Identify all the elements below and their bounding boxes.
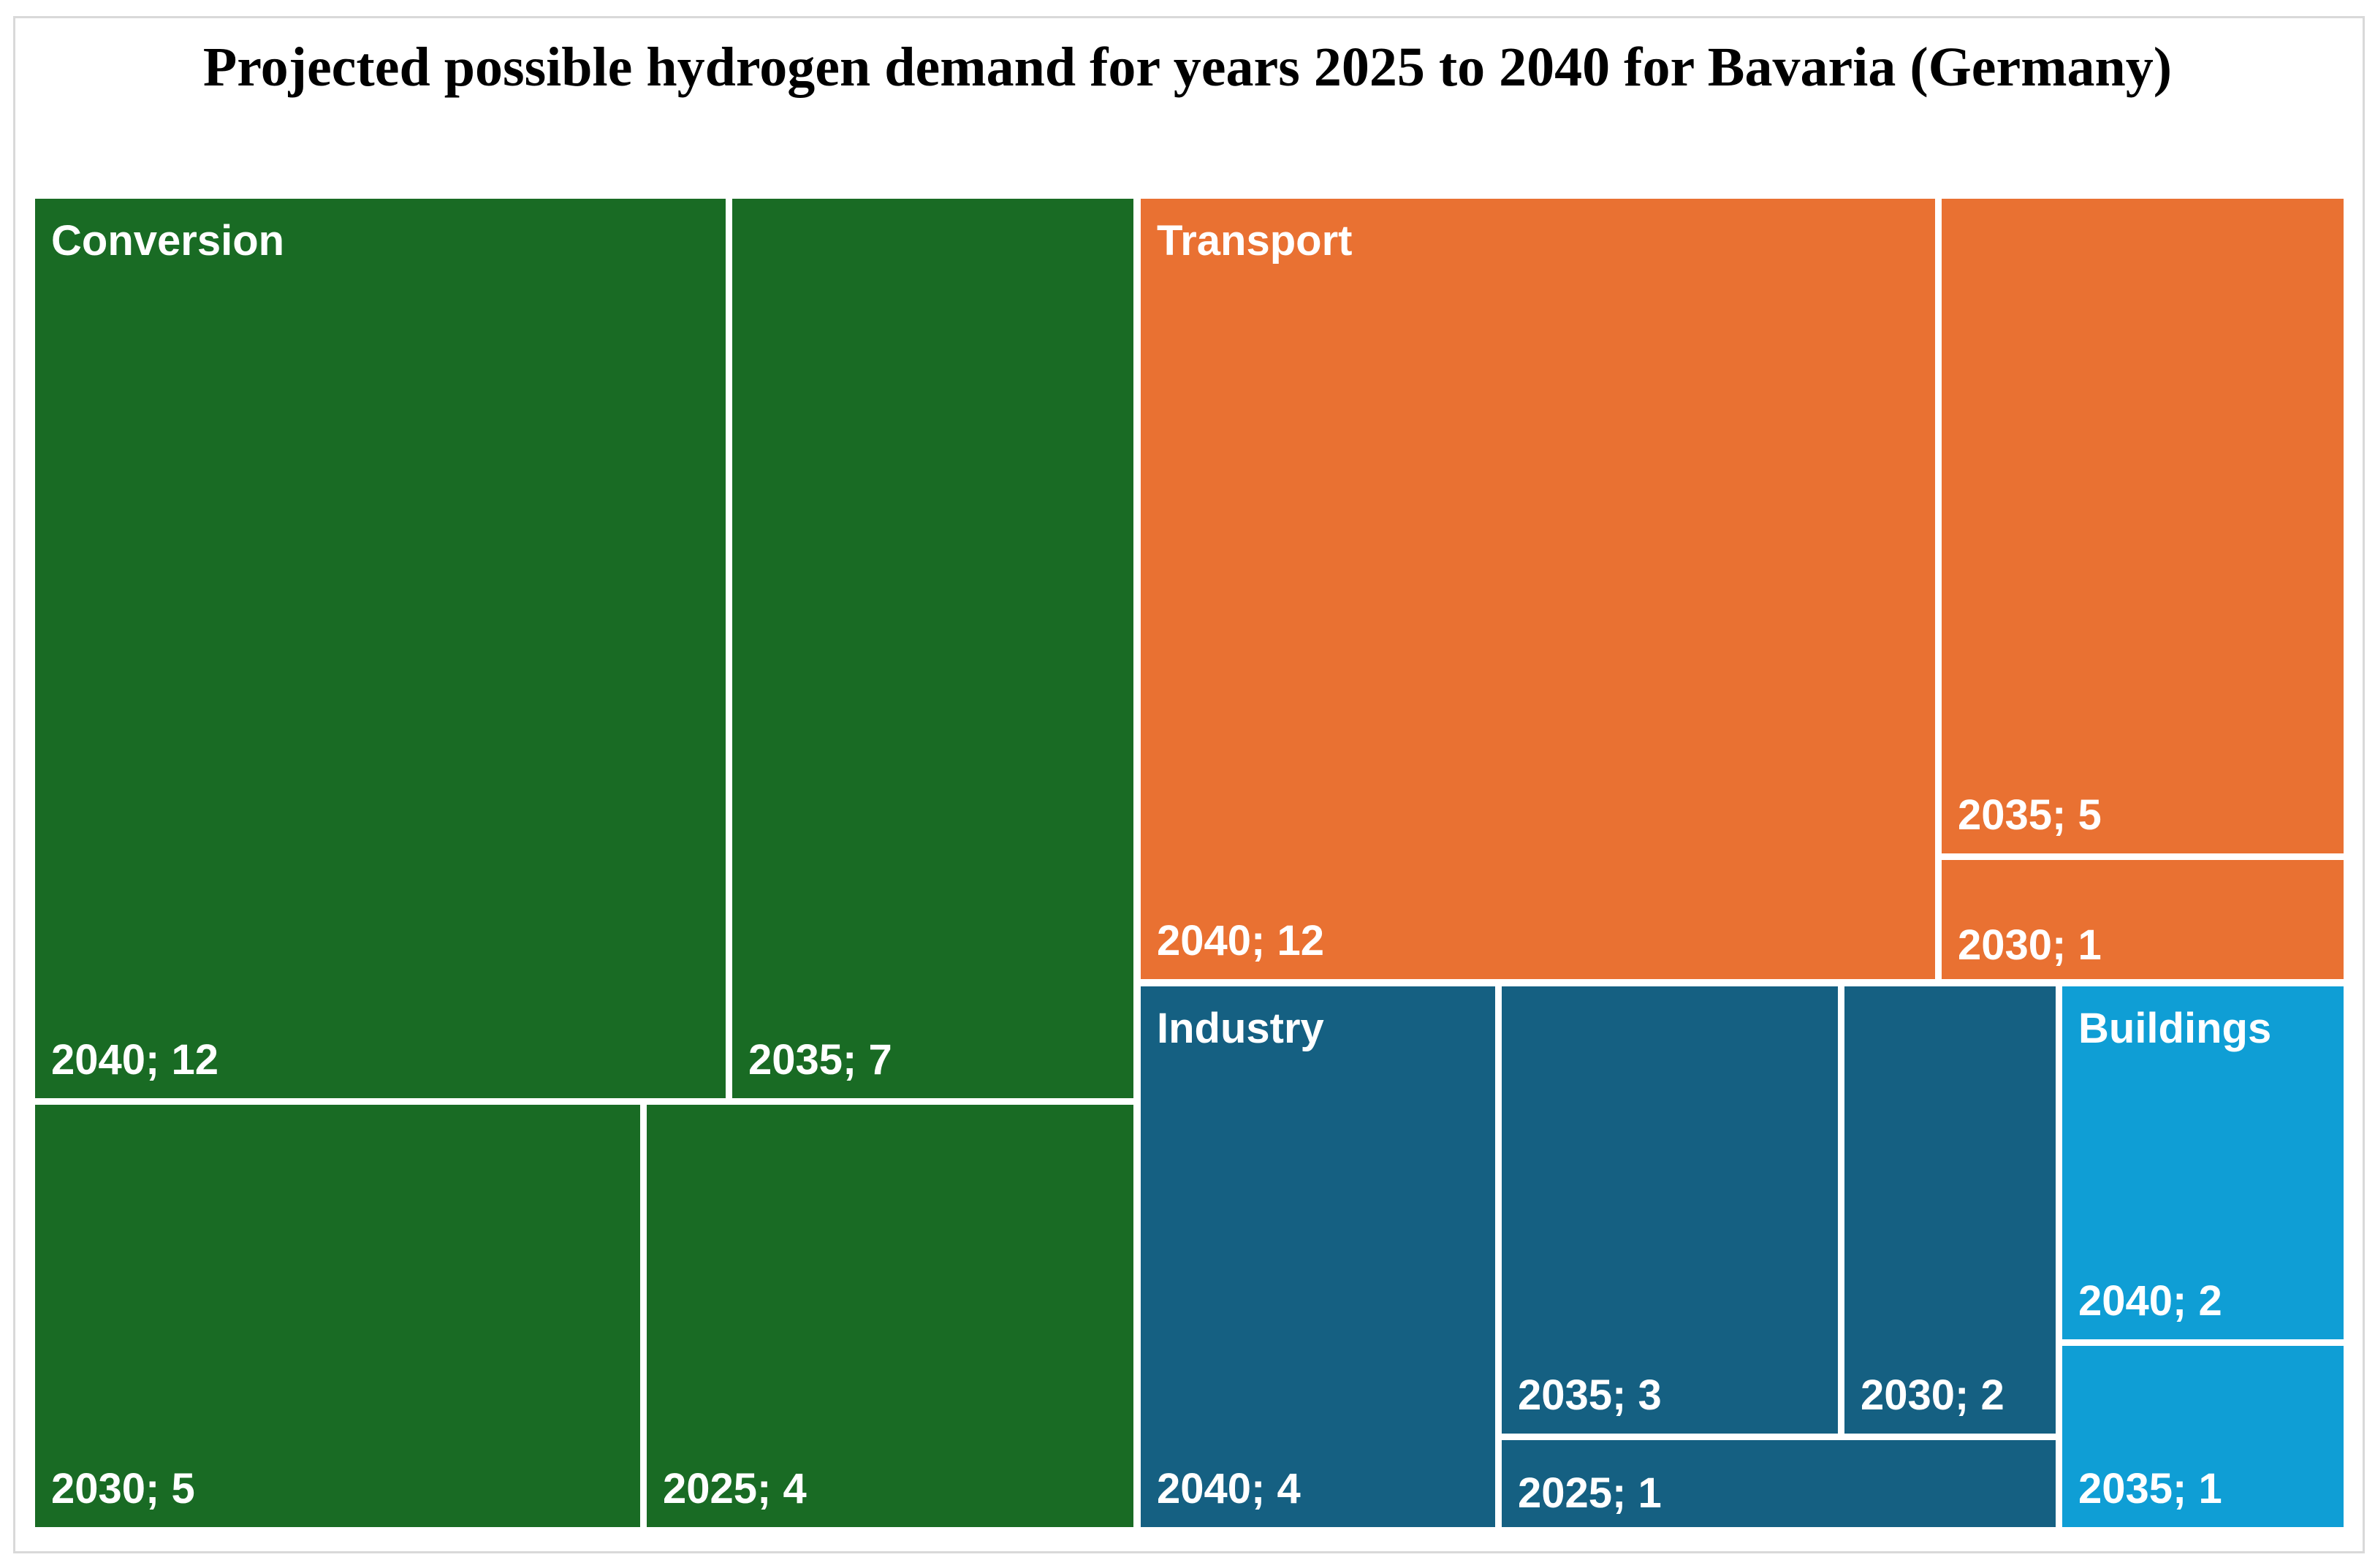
cell-industry-2025: 2025; 1 (1502, 1440, 2056, 1527)
cell-conversion-2035: 2035; 7 (732, 199, 1133, 1098)
cell-industry-2030: 2030; 2 (1844, 986, 2056, 1434)
cell-conversion-2030: 2030; 5 (35, 1105, 640, 1527)
cell-value-label-industry-2025: 2025; 1 (1518, 1469, 1662, 1518)
cell-value-label-industry-2040: 2040; 4 (1157, 1465, 1301, 1513)
cell-value-label-industry-2030: 2030; 2 (1861, 1371, 2004, 1420)
cell-value-label-conversion-2035: 2035; 7 (748, 1036, 892, 1084)
cell-value-label-conversion-2025: 2025; 4 (663, 1465, 807, 1513)
cell-buildings-2040: Buildings 2040; 2 (2062, 986, 2344, 1339)
cell-value-label-buildings-2040: 2040; 2 (2078, 1277, 2222, 1325)
cell-industry-2035: 2035; 3 (1502, 986, 1838, 1434)
cell-transport-2030: 2030; 1 (1942, 860, 2344, 979)
treemap-plot-area: Conversion 2040; 12 2035; 7 2030; 5 2025… (35, 199, 2344, 1527)
group-label-buildings: Buildings (2078, 1005, 2272, 1052)
cell-transport-2035: 2035; 5 (1942, 199, 2344, 853)
cell-conversion-2040: Conversion 2040; 12 (35, 199, 726, 1098)
cell-value-label-industry-2035: 2035; 3 (1518, 1371, 1662, 1420)
group-label-industry: Industry (1157, 1005, 1324, 1052)
cell-transport-2040: Transport 2040; 12 (1141, 199, 1935, 979)
group-label-conversion: Conversion (51, 217, 285, 264)
cell-value-label-transport-2035: 2035; 5 (1958, 791, 2102, 840)
group-label-transport: Transport (1157, 217, 1353, 264)
cell-buildings-2035: 2035; 1 (2062, 1346, 2344, 1527)
chart-title: Projected possible hydrogen demand for y… (202, 37, 2173, 98)
cell-conversion-2025: 2025; 4 (647, 1105, 1133, 1527)
cell-industry-2040: Industry 2040; 4 (1141, 986, 1495, 1527)
cell-value-label-buildings-2035: 2035; 1 (2078, 1465, 2222, 1513)
cell-value-label-transport-2030: 2030; 1 (1958, 921, 2102, 970)
cell-value-label-transport-2040: 2040; 12 (1157, 917, 1324, 965)
cell-value-label-conversion-2030: 2030; 5 (51, 1465, 195, 1513)
cell-value-label-conversion-2040: 2040; 12 (51, 1036, 218, 1084)
